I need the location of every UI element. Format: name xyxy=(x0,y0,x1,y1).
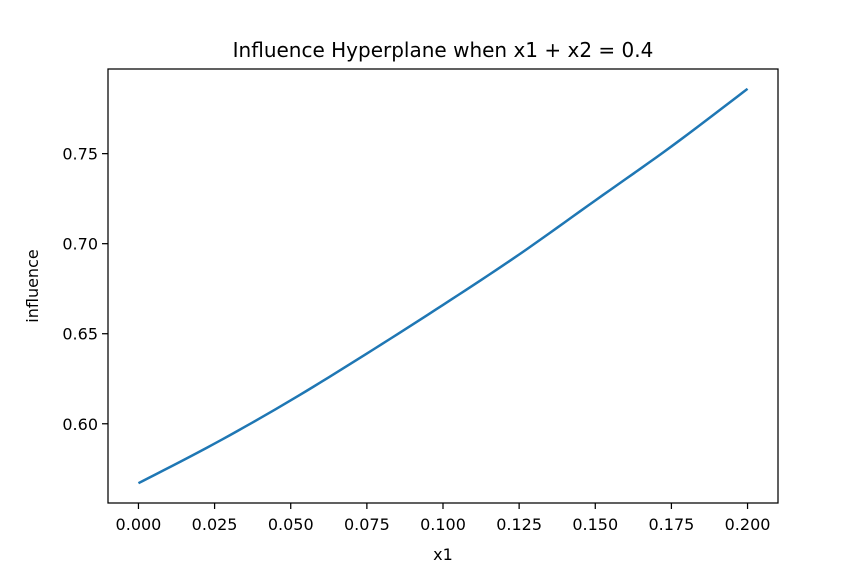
x-tick-label: 0.025 xyxy=(192,515,238,534)
y-axis-label: influence xyxy=(23,249,42,322)
x-tick-label: 0.050 xyxy=(268,515,314,534)
chart-title: Influence Hyperplane when x1 + x2 = 0.4 xyxy=(233,38,654,62)
plot-frame xyxy=(107,68,779,504)
y-tick-label: 0.65 xyxy=(62,325,98,344)
y-tick-label: 0.70 xyxy=(62,235,98,254)
x-tick-label: 0.075 xyxy=(344,515,390,534)
x-tick-label: 0.175 xyxy=(649,515,695,534)
series-line xyxy=(137,87,749,485)
x-tick-label: 0.125 xyxy=(496,515,542,534)
x-tick-label: 0.200 xyxy=(725,515,771,534)
x-tick-label: 0.000 xyxy=(116,515,162,534)
y-tick-label: 0.75 xyxy=(62,145,98,164)
x-axis-label: x1 xyxy=(433,545,453,564)
x-axis-ticks: 0.000 0.025 0.050 0.075 0.100 0.125 0.150 0.175… xyxy=(116,503,771,534)
y-tick-label: 0.60 xyxy=(62,415,98,434)
x-tick-label: 0.150 xyxy=(572,515,618,534)
y-axis-ticks: 0.60 0.65 0.70 0.75 xyxy=(62,145,108,434)
x-tick-label: 0.100 xyxy=(420,515,466,534)
